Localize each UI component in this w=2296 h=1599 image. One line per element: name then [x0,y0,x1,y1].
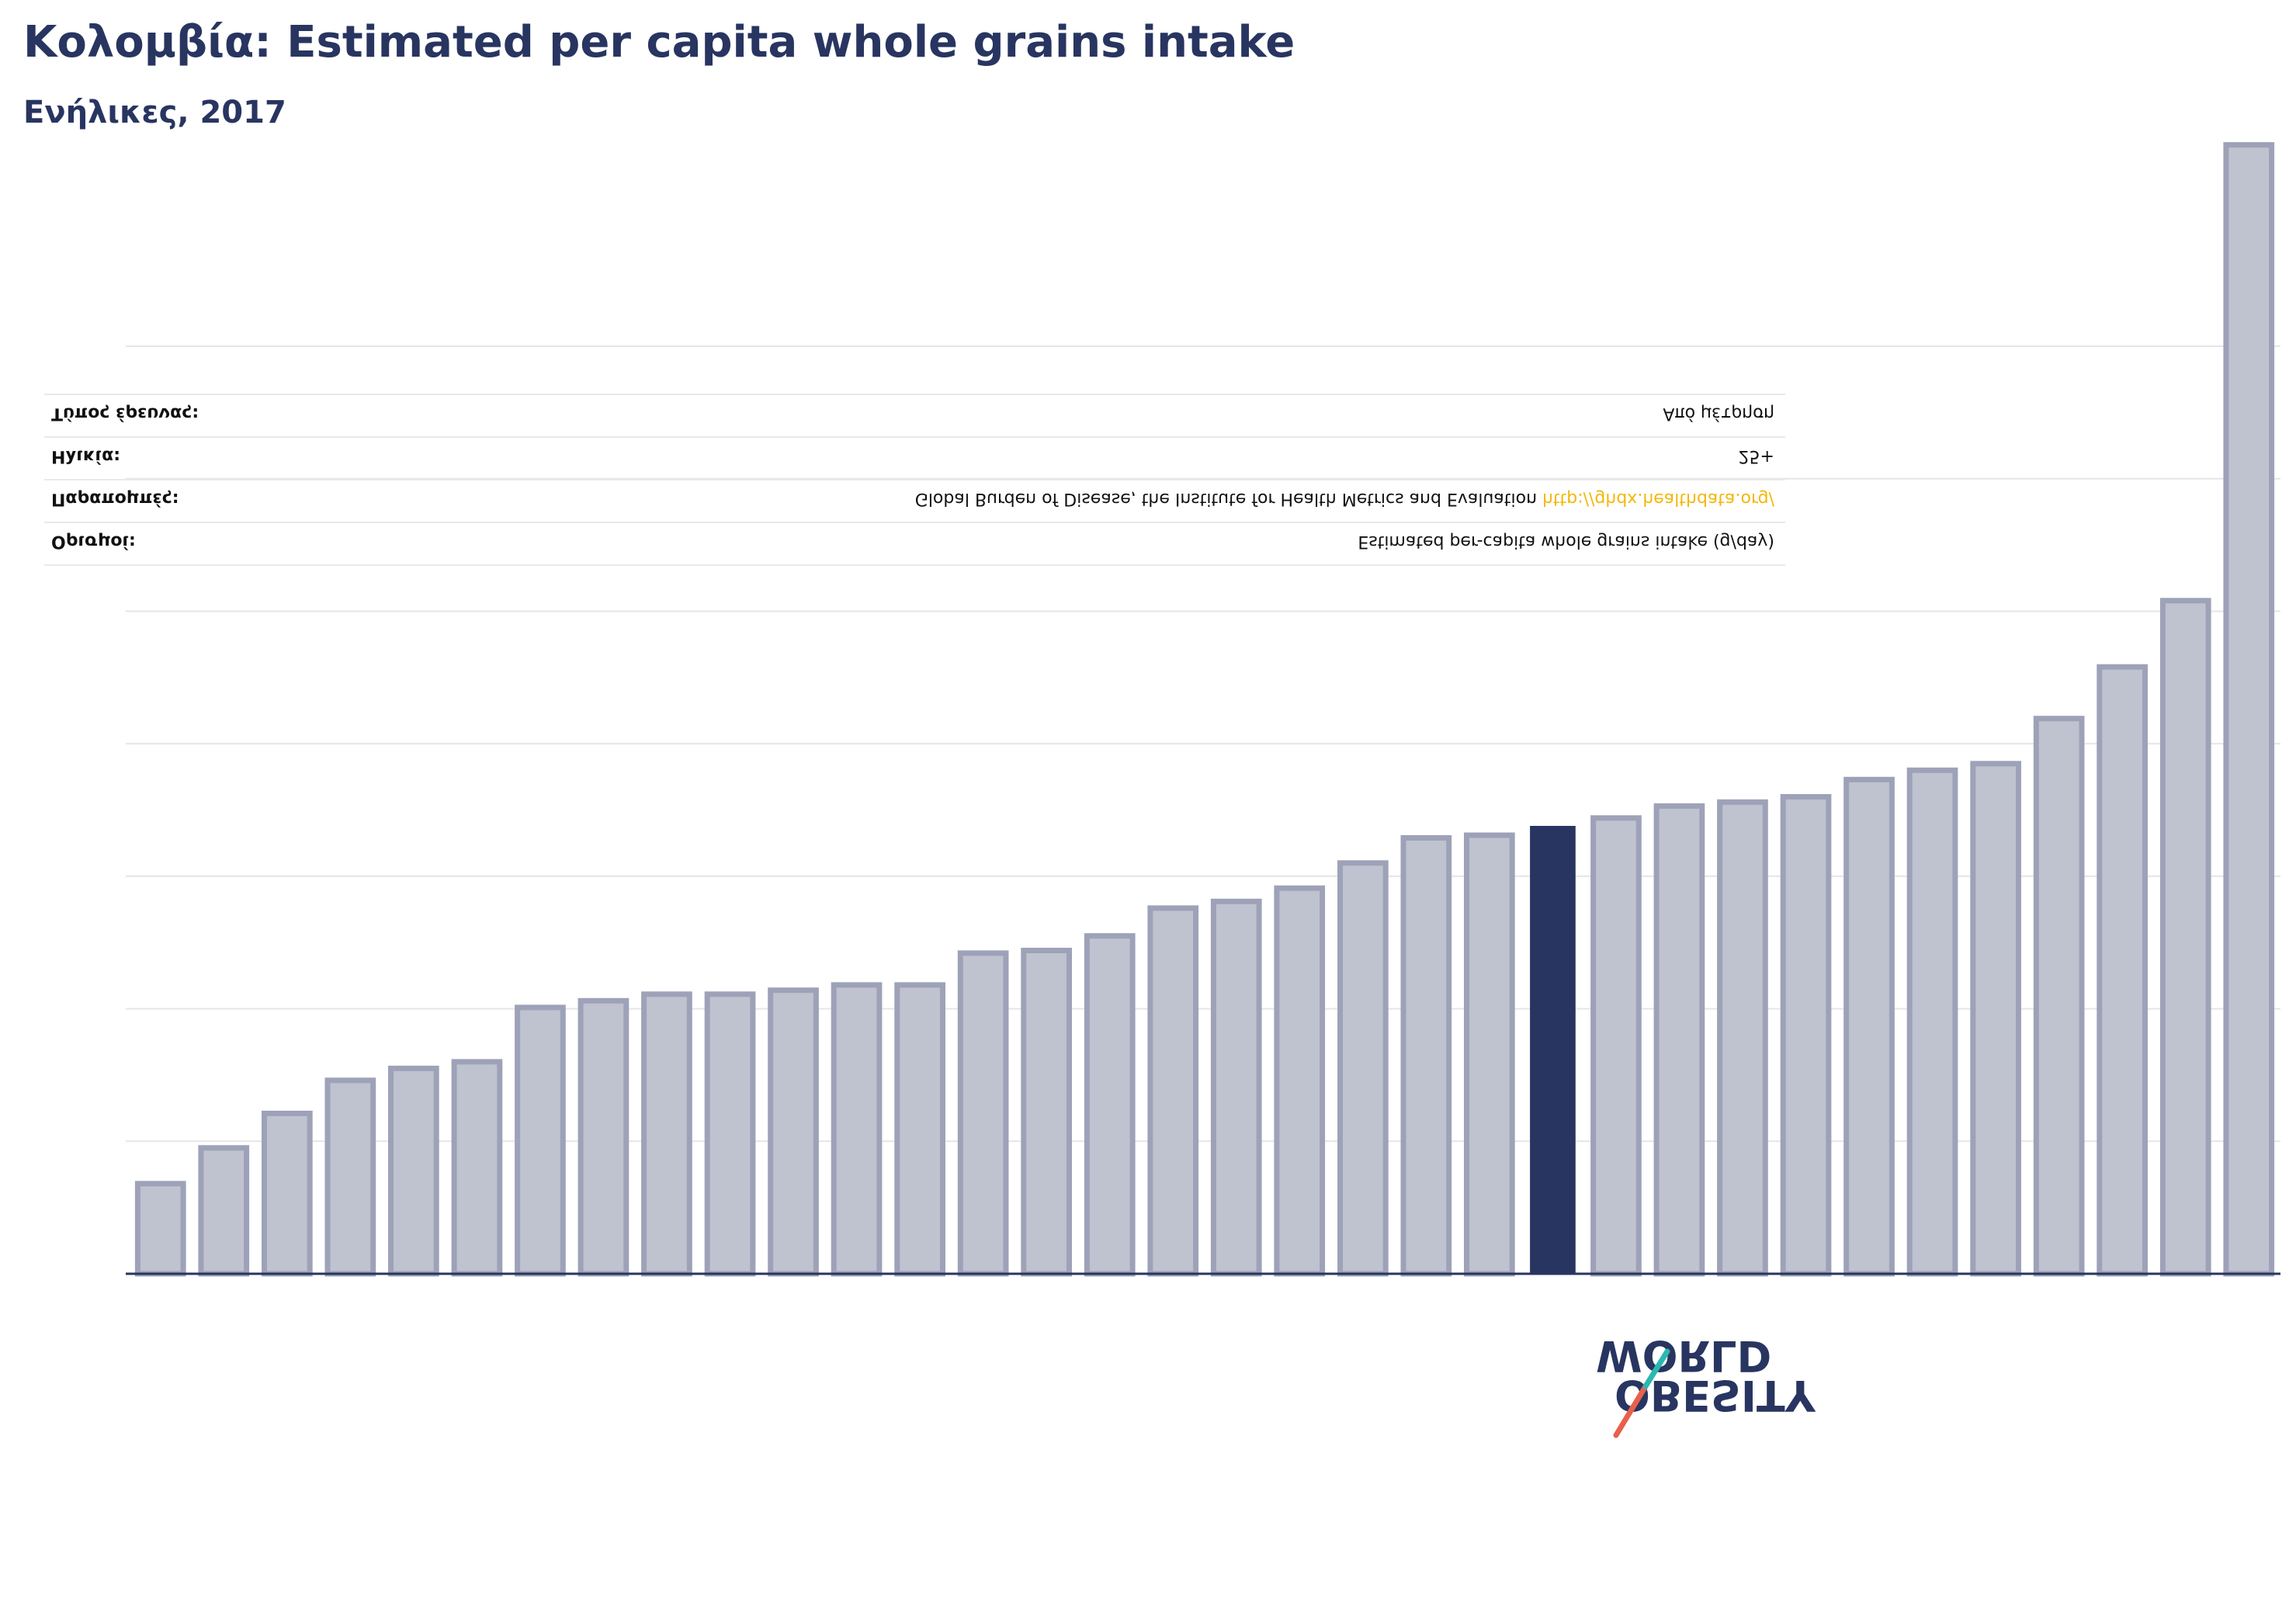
bar-28[interactable] [1843,776,1895,1277]
age-label: Ηλικία: [51,446,120,466]
bar-21[interactable] [1400,834,1452,1277]
bar-highlight[interactable] [1530,826,1576,1274]
bar-6[interactable] [451,1059,503,1277]
logo-line-2: WORLD [1596,1331,1771,1380]
bar-18[interactable] [1210,898,1262,1277]
definition-value: Estimated per-capita whole grains intake… [1358,532,1774,551]
bar-26[interactable] [1717,799,1768,1277]
bar-24[interactable] [1590,815,1642,1277]
info-row-definition: Ορισμοί: Estimated per-capita whole grai… [44,532,1785,566]
world-obesity-logo: OBESITY WORLD [1596,1331,1816,1438]
references-value: Global Burden of Disease, the Institute … [915,489,1542,508]
info-row-references: Global Burden of Disease, the Institute … [44,489,1785,523]
bar-30[interactable] [1970,761,2022,1277]
survey-type-label: Τύπος έρευνας: [51,404,199,423]
bar-17[interactable] [1147,905,1199,1277]
bar-31[interactable] [2033,716,2085,1277]
chart-title: Κολομβία: Estimated per capita whole gra… [23,17,1295,68]
bar-27[interactable] [1780,794,1832,1277]
bar-11[interactable] [768,987,819,1277]
references-link[interactable]: http://ghdx.healthdata.org/ [1542,489,1775,508]
references-text: Global Burden of Disease, the Institute … [915,489,1775,508]
bar-3[interactable] [262,1110,313,1277]
info-table: Ορισμοί: Estimated per-capita whole grai… [44,394,1785,566]
logo-slash-teal [1642,1348,1670,1389]
bar-7[interactable] [515,1004,566,1277]
bar-33[interactable] [2159,598,2211,1277]
bar-2[interactable] [198,1145,250,1277]
bar-5[interactable] [388,1065,439,1277]
bars [134,142,2275,1277]
definition-label: Ορισμοί: [51,532,136,551]
bar-25[interactable] [1653,803,1705,1277]
chart-subtitle: Ενήλικες, 2017 [23,95,286,130]
bar-14[interactable] [957,950,1009,1277]
bar-16[interactable] [1084,933,1136,1277]
bar-29[interactable] [1906,767,1958,1277]
bar-12[interactable] [831,982,883,1277]
survey-type-value: Από μέτρηση [1663,404,1774,423]
age-value: 25+ [1739,446,1774,466]
bar-22[interactable] [1464,832,1515,1277]
bar-10[interactable] [704,991,756,1277]
references-label: Παραπομπές: [51,489,179,508]
info-row-survey-type: Τύπος έρευνας: Από μέτρηση [44,394,1785,438]
logo-slash-red [1613,1383,1649,1438]
bar-19[interactable] [1274,885,1326,1277]
bar-20[interactable] [1337,860,1389,1277]
bar-8[interactable] [577,997,629,1277]
bar-1[interactable] [134,1181,186,1277]
bar-13[interactable] [894,982,946,1277]
bar-4[interactable] [324,1077,376,1277]
info-row-age: Ηλικία: 25+ [44,446,1785,480]
bar-15[interactable] [1021,948,1073,1277]
bar-9[interactable] [641,991,692,1277]
bar-32[interactable] [2097,664,2149,1277]
bar-34[interactable] [2223,142,2275,1277]
